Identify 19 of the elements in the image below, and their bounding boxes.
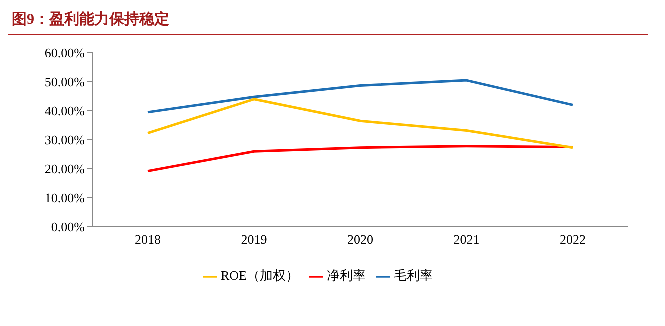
x-tick-label: 2020 <box>348 232 374 248</box>
y-tick-label: 60.00% <box>44 46 86 61</box>
y-tick-label: 0.00% <box>51 220 86 235</box>
y-tick-label: 10.00% <box>44 190 86 206</box>
x-tick-label: 2019 <box>241 232 268 248</box>
legend-label: 净利率 <box>327 268 366 283</box>
chart-title: 图9：盈利能力保持稳定 <box>8 8 648 35</box>
legend-label: ROE（加权） <box>221 268 299 283</box>
line-series <box>146 98 574 150</box>
y-tick-label: 20.00% <box>44 162 86 177</box>
line-series <box>146 145 574 173</box>
x-tick-label: 2022 <box>560 232 586 248</box>
legend-label: 毛利率 <box>394 268 433 283</box>
y-tick-label: 30.00% <box>44 132 86 148</box>
x-tick-label: 2018 <box>135 232 161 248</box>
y-tick-label: 50.00% <box>44 74 86 90</box>
line-series <box>146 79 574 114</box>
x-tick-label: 2021 <box>454 232 480 248</box>
y-tick-label: 40.00% <box>44 104 86 119</box>
